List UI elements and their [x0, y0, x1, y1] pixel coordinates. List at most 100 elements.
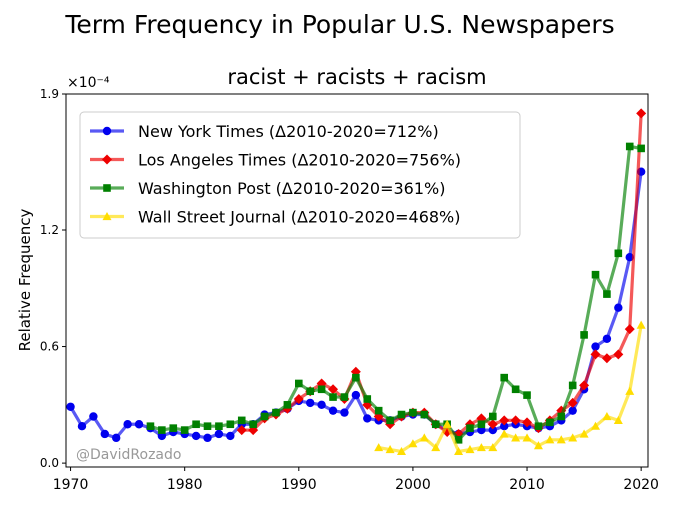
- data-point-3-17: [568, 433, 578, 442]
- legend-marker-3: [102, 212, 112, 221]
- data-point-0-38: [500, 422, 509, 431]
- x-tick-label-4: 2010: [509, 477, 545, 493]
- data-point-3-0: [374, 443, 384, 452]
- x-tick-label-5: 2020: [623, 477, 659, 493]
- data-point-2-22: [397, 410, 406, 419]
- data-point-3-21: [613, 415, 623, 424]
- data-point-3-20: [602, 411, 612, 421]
- data-point-0-5: [123, 420, 132, 429]
- data-point-2-4: [192, 420, 200, 429]
- data-point-1-32: [601, 353, 612, 364]
- legend-box: [79, 111, 521, 239]
- data-point-1-22: [487, 419, 498, 430]
- legend-label-3: Wall Street Journal (Δ2010-2020=468%): [138, 208, 461, 227]
- data-point-1-25: [522, 417, 533, 428]
- data-point-2-28: [466, 424, 474, 432]
- watermark-text: @DavidRozado: [76, 447, 181, 463]
- data-point-3-3: [408, 439, 418, 448]
- data-point-2-42: [625, 142, 634, 151]
- data-point-2-23: [409, 408, 417, 417]
- data-point-3-10: [488, 443, 498, 452]
- data-point-2-32: [511, 385, 520, 394]
- data-point-0-26: [363, 414, 372, 423]
- data-point-3-9: [476, 443, 486, 452]
- data-point-2-3: [180, 426, 189, 434]
- legend-marker-2: [103, 184, 111, 192]
- data-point-2-18: [352, 373, 360, 382]
- data-point-2-17: [340, 393, 349, 401]
- data-point-2-19: [363, 395, 372, 403]
- data-point-0-47: [602, 334, 612, 343]
- data-point-0-14: [226, 431, 235, 441]
- data-point-1-33: [613, 349, 624, 360]
- data-point-0-37: [488, 425, 497, 435]
- y-tick-label-1: 0.6: [40, 340, 59, 354]
- x-tick-label-0: 1970: [53, 477, 89, 493]
- data-point-2-6: [215, 422, 223, 431]
- data-point-0-1: [77, 422, 87, 431]
- data-point-0-12: [203, 433, 212, 443]
- data-point-0-23: [328, 406, 338, 415]
- data-point-1-31: [590, 349, 601, 360]
- data-point-1-24: [510, 415, 521, 426]
- data-point-2-16: [329, 393, 337, 401]
- x-tick-label-3: 2000: [395, 477, 431, 493]
- data-point-2-5: [203, 422, 212, 431]
- data-point-2-7: [226, 420, 235, 429]
- data-point-0-6: [134, 420, 144, 429]
- data-point-2-33: [523, 391, 531, 399]
- data-point-0-48: [614, 303, 623, 312]
- data-point-0-13: [214, 429, 224, 439]
- data-point-2-21: [386, 416, 394, 425]
- y-tick-label-3: 1.9: [40, 87, 59, 101]
- data-point-2-37: [568, 381, 577, 390]
- data-point-2-31: [500, 373, 509, 382]
- data-point-3-12: [511, 433, 521, 442]
- data-point-1-0: [236, 425, 247, 436]
- data-point-1-35: [636, 108, 647, 119]
- data-point-3-19: [591, 421, 601, 430]
- legend-marker-1: [102, 154, 112, 165]
- page-title: Term Frequency in Popular U.S. Newspaper…: [65, 10, 615, 39]
- data-point-3-4: [419, 433, 429, 442]
- data-point-3-16: [556, 435, 566, 444]
- data-point-2-9: [249, 420, 257, 429]
- data-point-2-24: [420, 410, 429, 419]
- data-point-2-20: [374, 406, 383, 415]
- data-point-3-8: [465, 445, 475, 454]
- axes-frame: [65, 93, 649, 468]
- data-point-2-25: [431, 420, 440, 429]
- y-tick-label-2: 1.2: [40, 223, 59, 237]
- chart-subtitle: racist + racists + racism: [227, 65, 486, 89]
- data-point-2-14: [306, 387, 315, 396]
- data-point-2-30: [489, 412, 497, 421]
- data-point-2-40: [603, 290, 611, 298]
- data-point-3-2: [397, 446, 407, 456]
- data-point-3-22: [625, 386, 635, 395]
- data-point-1-23: [499, 415, 510, 426]
- data-point-3-15: [545, 435, 555, 444]
- data-point-0-24: [340, 408, 349, 417]
- data-point-0-3: [100, 429, 110, 439]
- data-point-2-1: [158, 426, 166, 434]
- data-point-2-8: [237, 416, 246, 425]
- x-tick-label-2: 1990: [281, 477, 317, 493]
- data-point-1-8: [328, 384, 339, 395]
- data-point-0-4: [112, 433, 121, 443]
- data-point-0-25: [351, 390, 361, 400]
- data-point-0-2: [89, 412, 98, 421]
- data-point-0-46: [591, 342, 600, 351]
- data-point-2-12: [283, 401, 292, 409]
- data-point-2-13: [295, 379, 303, 388]
- y-axis-label: Relative Frequency: [16, 209, 34, 352]
- data-point-3-11: [499, 429, 509, 438]
- data-point-0-11: [191, 431, 201, 441]
- y-tick-label-0: 0.0: [40, 456, 59, 470]
- data-point-3-6: [442, 419, 452, 428]
- legend: New York Times (Δ2010-2020=712%) Los Ange…: [79, 111, 521, 239]
- data-point-3-7: [454, 446, 464, 456]
- data-point-3-23: [636, 320, 646, 329]
- data-point-3-14: [533, 441, 543, 450]
- legend-label-2: Washington Post (Δ2010-2020=361%): [138, 179, 445, 198]
